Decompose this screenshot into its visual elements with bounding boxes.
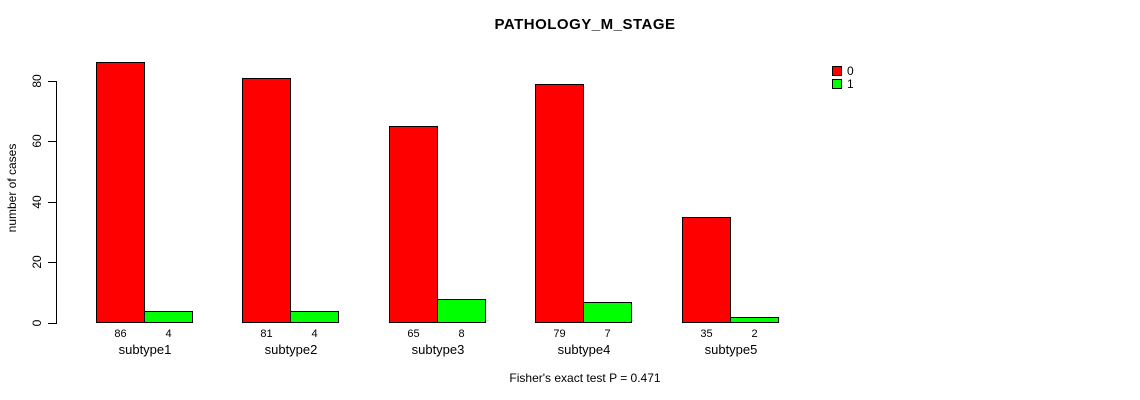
y-tick-label: 80 [30, 74, 44, 88]
y-tick-label: 40 [30, 195, 44, 209]
x-category-label: subtype2 [264, 342, 318, 357]
legend-swatch-1 [832, 79, 842, 89]
x-category-label: subtype1 [118, 342, 172, 357]
bar-value-label: 35 [700, 328, 713, 340]
y-axis-tick [48, 141, 56, 142]
x-category-label: subtype4 [557, 342, 611, 357]
x-category-label: subtype5 [704, 342, 758, 357]
legend-label-1: 1 [847, 77, 854, 91]
fisher-test-annotation: Fisher's exact test P = 0.471 [509, 371, 661, 385]
y-axis-line [56, 81, 57, 324]
y-axis-tick [48, 262, 56, 263]
bar-subtype3-1 [437, 299, 486, 323]
legend-label-0: 0 [847, 64, 854, 78]
y-axis-tick [48, 202, 56, 203]
y-tick-label: 60 [30, 134, 44, 148]
bar-value-label: 4 [165, 328, 172, 340]
bar-subtype3-0 [389, 126, 438, 323]
y-axis-tick [48, 81, 56, 82]
bar-value-label: 86 [114, 328, 127, 340]
bar-value-label: 4 [311, 328, 318, 340]
bar-subtype2-1 [290, 311, 339, 323]
bar-value-label: 2 [751, 328, 758, 340]
bar-value-label: 79 [553, 328, 566, 340]
bar-subtype1-0 [96, 62, 145, 323]
bar-subtype4-1 [583, 302, 632, 323]
x-category-label: subtype3 [411, 342, 465, 357]
y-tick-label: 0 [30, 319, 44, 327]
legend-swatch-0 [832, 66, 842, 76]
bar-value-label: 8 [458, 328, 465, 340]
y-axis-tick [48, 323, 56, 324]
bar-subtype5-0 [682, 217, 731, 323]
bar-subtype2-0 [242, 78, 291, 323]
bar-subtype1-1 [144, 311, 193, 323]
bar-value-label: 65 [407, 328, 420, 340]
bar-value-label: 81 [260, 328, 273, 340]
chart-title: PATHOLOGY_M_STAGE [494, 16, 676, 33]
y-axis-label: number of cases [5, 143, 19, 233]
bar-value-label: 7 [604, 328, 611, 340]
bar-subtype4-0 [535, 84, 584, 323]
bar-subtype5-1 [730, 317, 779, 323]
y-tick-label: 20 [30, 255, 44, 269]
